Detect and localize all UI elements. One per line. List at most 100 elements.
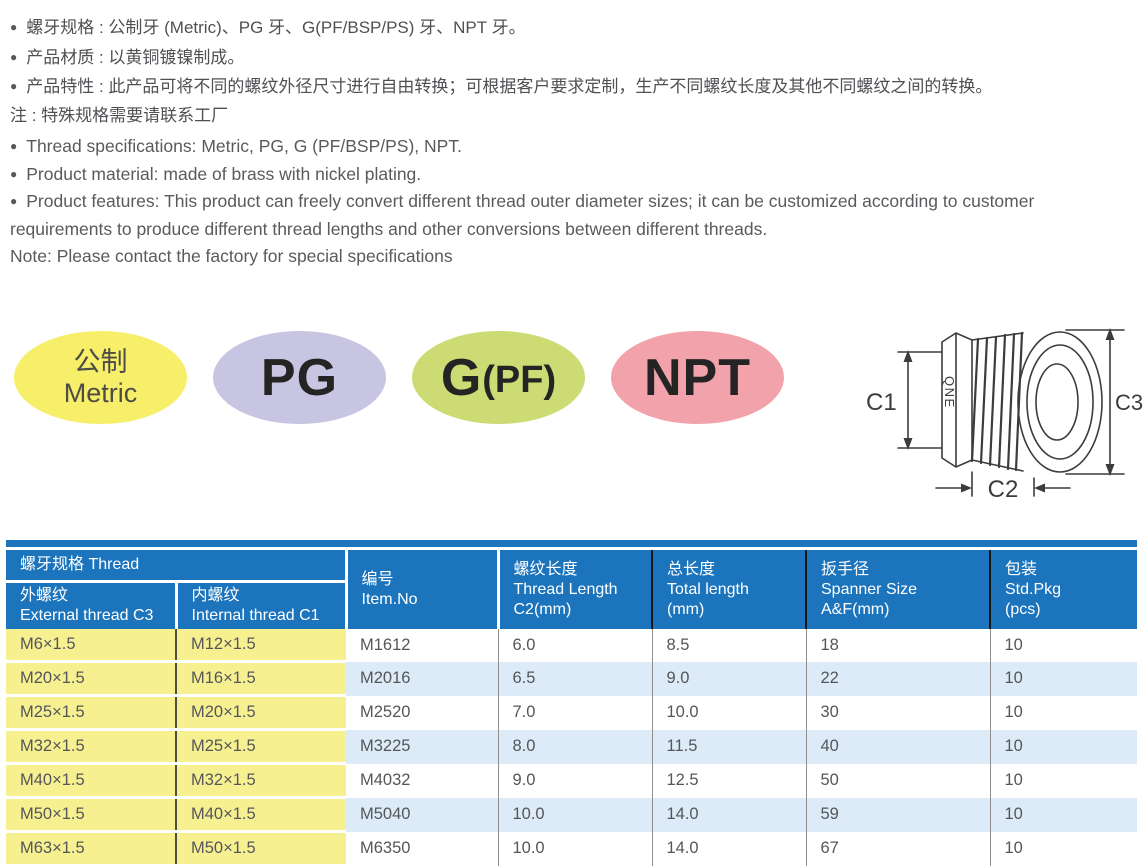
table-cell: M20×1.5: [176, 695, 346, 731]
badge-pg-label: PG: [260, 348, 339, 407]
table-cell: 10: [990, 797, 1137, 832]
table-cell: 14.0: [652, 831, 807, 866]
table-cell: 10: [990, 629, 1137, 662]
table-row: M6×1.5 M12×1.5 M1612 6.0 8.5 18 10: [6, 629, 1137, 663]
col-header-text: 总长度: [667, 560, 716, 578]
table-cell: M25×1.5: [176, 729, 346, 765]
spec-line-cn: ● 产品特性 : 此产品可将不同的螺纹外径尺寸进行自由转换；可根据客户要求定制，生…: [10, 72, 992, 102]
col-header-text: 内螺纹: [191, 587, 240, 604]
table-cell: 9.0: [652, 661, 807, 696]
table-cell: M32×1.5: [176, 763, 346, 799]
table-row: M20×1.5 M16×1.5 M2016 6.5 9.0 22 10: [6, 661, 1137, 697]
bushing-drawing-svg: C1 C3 C2 QNE: [866, 328, 1143, 503]
table-cell: M50×1.5: [176, 831, 346, 867]
spec-line-cn-text: 螺牙规格 : 公制牙 (Metric)、PG 牙、G(PF/BSP/PS) 牙、…: [26, 18, 526, 37]
spec-table: 螺牙规格 Thread 编号 Item.No 螺纹长度 Thread Lengt…: [6, 550, 1137, 867]
table-cell: M1612: [346, 629, 499, 662]
table-cell: M40×1.5: [6, 763, 177, 799]
table-cell: M6×1.5: [6, 629, 177, 663]
table-cell: M16×1.5: [176, 661, 346, 697]
table-cell: 10: [990, 831, 1137, 866]
col-header-text: 包装: [1005, 560, 1038, 578]
table-row: M40×1.5 M32×1.5 M4032 9.0 12.5 50 10: [6, 763, 1137, 799]
table-cell: M12×1.5: [176, 629, 346, 663]
spec-line-cn-text: 产品材质 : 以黄铜镀镍制成。: [26, 47, 245, 67]
table-cell: 10.0: [498, 831, 653, 866]
col-header-text: 编号: [361, 570, 394, 588]
col-header-text: Total length: [667, 580, 749, 598]
col-header-text: (pcs): [1005, 600, 1041, 618]
spec-notes-en: ● Thread specifications: Metric, PG, G (P…: [10, 133, 1082, 271]
product-diagram: C1 C3 C2 QNE: [858, 300, 1143, 510]
table-cell: M2016: [346, 661, 499, 696]
table-row: M63×1.5 M50×1.5 M6350 10.0 14.0 67 10: [6, 831, 1137, 867]
badge-gpf-paren: (PF): [482, 358, 557, 401]
table-cell: M5040: [346, 797, 499, 832]
spec-line-en-text: Product material: made of brass with nic…: [26, 163, 422, 184]
badge-pg: PG: [213, 331, 386, 424]
dim-label-c2: C2: [988, 476, 1019, 503]
col-header-std-pkg: 包装 Std.Pkg (pcs): [990, 550, 1137, 629]
table-cell: 18: [806, 629, 991, 662]
factory-note-en: Note: Please contact the factory for spe…: [10, 246, 453, 266]
table-cell: 22: [806, 661, 991, 696]
table-cell: 10: [990, 695, 1137, 730]
spec-line-en: ● Thread specifications: Metric, PG, G (P…: [10, 133, 1082, 161]
col-header-item-no: 编号 Item.No: [346, 550, 500, 629]
col-header-text: 外螺纹: [20, 587, 69, 604]
table-cell: 6.5: [498, 661, 653, 696]
header-row-sub: 外螺纹 External thread C3 内螺纹 Internal thre…: [6, 581, 1137, 629]
table-row: M25×1.5 M20×1.5 M2520 7.0 10.0 30 10: [6, 695, 1137, 731]
brand-mark-text: QNE: [942, 376, 957, 409]
table-cell: M4032: [346, 763, 499, 798]
spec-line-en: ● Product material: made of brass with ni…: [10, 161, 1082, 189]
table-cell: 8.0: [498, 729, 653, 764]
col-header-thread-group-text: 螺牙规格 Thread: [20, 556, 140, 573]
bullet-icon: ●: [10, 49, 18, 64]
table-cell: M6350: [346, 831, 499, 866]
spec-line-en-text: Product features: This product can freel…: [10, 191, 1035, 239]
spec-table-wrap: 螺牙规格 Thread 编号 Item.No 螺纹长度 Thread Lengt…: [6, 540, 1137, 867]
table-cell: 50: [806, 763, 991, 798]
table-cell: M32×1.5: [6, 729, 177, 765]
factory-note-cn: 注 : 特殊规格需要请联系工厂: [10, 105, 229, 125]
col-header-text: A&F(mm): [821, 600, 890, 618]
spec-line-en: ● Product features: This product can free…: [10, 188, 1082, 243]
col-header-thread-length: 螺纹长度 Thread Length C2(mm): [498, 550, 653, 629]
table-cell: 6.0: [498, 629, 653, 662]
col-header-text: (mm): [667, 600, 705, 618]
table-cell: 7.0: [498, 695, 653, 730]
table-row: M32×1.5 M25×1.5 M3225 8.0 11.5 40 10: [6, 729, 1137, 765]
col-header-thread-group: 螺牙规格 Thread: [6, 550, 348, 583]
bullet-icon: ●: [10, 139, 18, 153]
spec-line-cn-text: 产品特性 : 此产品可将不同的螺纹外径尺寸进行自由转换；可根据客户要求定制，生产…: [26, 77, 993, 96]
bullet-icon: ●: [10, 20, 18, 34]
dim-label-c1: C1: [866, 389, 897, 416]
table-cell: 8.5: [652, 629, 807, 662]
spec-line-en-text: Thread specifications: Metric, PG, G (PF…: [26, 136, 462, 156]
table-top-bar: [6, 540, 1137, 547]
table-cell: 10.0: [652, 695, 807, 730]
badge-gpf: G (PF): [412, 331, 585, 424]
col-header-external-thread: 外螺纹 External thread C3: [6, 581, 178, 629]
header-row-group: 螺牙规格 Thread 编号 Item.No 螺纹长度 Thread Lengt…: [6, 550, 1137, 629]
bullet-icon: ●: [10, 166, 18, 181]
col-header-text: Std.Pkg: [1005, 580, 1062, 598]
col-header-text: C2(mm): [513, 600, 572, 618]
table-cell: 9.0: [498, 763, 653, 798]
badge-metric-cn: 公制: [73, 346, 128, 377]
col-header-text: 螺纹长度: [513, 560, 578, 578]
col-header-text: Spanner Size: [821, 580, 918, 598]
table-cell: 67: [806, 831, 991, 866]
table-cell: 14.0: [652, 797, 807, 832]
col-header-text: Item.No: [361, 590, 418, 608]
thread-type-badges: 公制 Metric PG G (PF) NPT: [14, 331, 784, 424]
table-cell: 10: [990, 729, 1137, 764]
table-row: M50×1.5 M40×1.5 M5040 10.0 14.0 59 10: [6, 797, 1137, 833]
table-cell: 30: [806, 695, 991, 730]
table-cell: 59: [806, 797, 991, 832]
col-header-text: Thread Length: [513, 580, 618, 598]
spec-notes-cn: ● 螺牙规格 : 公制牙 (Metric)、PG 牙、G(PF/BSP/PS) 牙…: [10, 13, 992, 130]
col-header-text: 扳手径: [821, 560, 870, 578]
